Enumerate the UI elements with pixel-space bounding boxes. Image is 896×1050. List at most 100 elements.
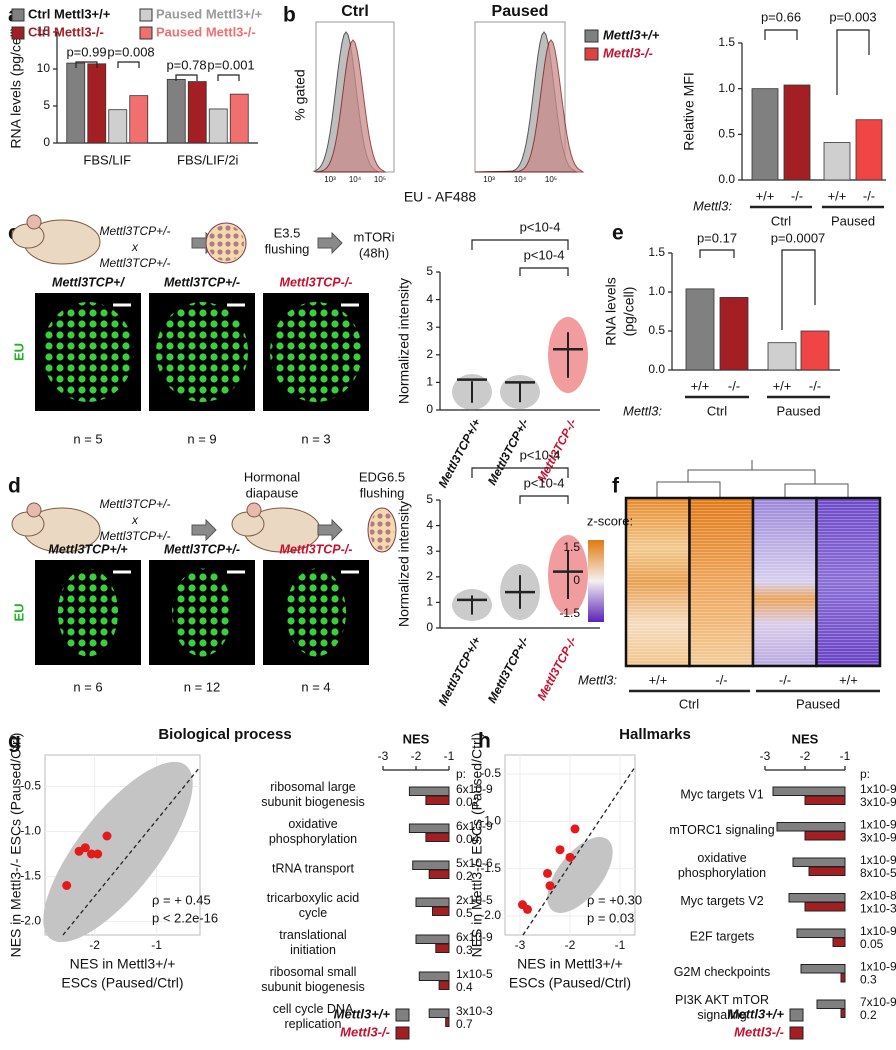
legend-swatch	[789, 1026, 804, 1040]
term-label: subunit biogenesis	[261, 795, 365, 809]
bracket	[471, 467, 569, 478]
x-tick-label: Mettl3TCP-/-	[534, 634, 579, 702]
x-tick-label: 10⁴	[514, 175, 527, 184]
group-label: Paused	[796, 696, 840, 711]
panel-label: h	[478, 730, 491, 753]
embryo-signal	[58, 568, 118, 657]
y-tick-label: -2.0	[480, 908, 501, 922]
axis-label: Mettl3:	[578, 672, 617, 687]
bar	[187, 81, 207, 144]
x-tick-label: Mettl3TCP+/+	[435, 634, 483, 708]
point	[62, 881, 72, 890]
bar	[808, 866, 846, 876]
legend-label: Mettl3+/+	[334, 1006, 391, 1021]
x-tick-label: 10³	[483, 175, 495, 184]
y-tick-label: -1.0	[20, 824, 41, 838]
point	[545, 881, 555, 891]
y-tick-label: -1.5	[20, 869, 41, 883]
embryo-signal	[156, 302, 248, 402]
p-value: 0.2	[860, 1008, 877, 1022]
image-label: Mettl3TCP+/-	[164, 275, 240, 289]
legend-swatch	[584, 29, 599, 43]
bar	[425, 795, 450, 805]
mouse-head	[11, 223, 45, 249]
p-value: 0.4	[456, 980, 473, 994]
x-tick-label: +/+	[773, 378, 792, 393]
legend-label: Paused Mettl3-/-	[156, 24, 256, 39]
group-label: Ctrl	[771, 213, 791, 228]
genotype-label: x	[131, 240, 139, 254]
image-label: Mettl3TCP+/+	[48, 542, 128, 556]
p-value: 0.7	[456, 1017, 473, 1031]
axis-title: NES	[403, 731, 430, 746]
x-tick-label: FBS/LIF	[83, 152, 131, 167]
y-tick-label: 0.0	[718, 172, 735, 186]
y-tick-label: 5	[426, 492, 433, 506]
annotation: p=0.003	[829, 9, 876, 24]
legend-swatch	[139, 8, 153, 22]
sample-size: n = 12	[184, 679, 221, 694]
bar	[804, 902, 846, 912]
term-label: oxidative	[288, 817, 337, 831]
p-header: p:	[860, 767, 870, 781]
histogram	[315, 39, 387, 173]
y-tick-label: -1.5	[480, 861, 501, 875]
p-value: 1x10-9	[860, 924, 896, 938]
arrow	[191, 518, 217, 542]
group-label: Paused	[831, 213, 875, 228]
x-tick-label: -2	[411, 749, 422, 763]
y-tick-label: 3	[426, 543, 433, 557]
bar	[855, 119, 883, 181]
point	[570, 824, 580, 834]
histogram-title: Paused	[492, 3, 549, 20]
y-tick-label: 1.5	[648, 245, 665, 259]
p-value: 2x10-5	[456, 893, 493, 907]
column-label: -/-	[779, 672, 791, 687]
bracket	[699, 249, 735, 258]
annotation: p=0.66	[761, 9, 801, 24]
scale-tick-label: 0	[573, 573, 580, 587]
y-tick-label: 0.5	[718, 127, 735, 141]
bar	[412, 860, 450, 870]
x-tick-label: Mettl3TCP+/+	[435, 416, 483, 490]
bar	[767, 342, 797, 371]
arrow	[317, 231, 343, 255]
stain-label: EU	[11, 603, 26, 621]
term-label: ribosomal small	[270, 965, 357, 979]
color-scale	[588, 540, 604, 622]
step-label: flushing	[360, 485, 405, 500]
bar	[772, 786, 846, 796]
bar	[208, 108, 228, 144]
scale-tick-label: -1.5	[559, 606, 580, 620]
bar	[418, 971, 450, 981]
sample-size: n = 3	[301, 431, 330, 446]
bar	[425, 832, 450, 842]
y-label: Normalized intensity	[396, 501, 412, 627]
x-tick-label: FBS/LIF/2i	[177, 152, 239, 167]
heatmap-texture	[751, 496, 818, 668]
bar	[840, 973, 846, 983]
bracket	[117, 61, 140, 68]
p-value: 1x10-9	[860, 853, 896, 867]
embryo-cells	[208, 225, 244, 261]
panel-label: f	[612, 475, 620, 498]
y-tick-label: 4	[426, 292, 433, 306]
term-label: G2M checkpoints	[674, 965, 771, 979]
y-tick-label: 4	[426, 518, 433, 532]
y-tick-label: -1.0	[480, 813, 501, 827]
bar	[428, 869, 450, 879]
term-label: cell cycle DNA	[273, 1002, 354, 1016]
histogram-title: Ctrl	[341, 3, 369, 20]
embryo-signal	[270, 302, 362, 402]
y-tick-label: 15	[37, 24, 51, 38]
sample-size: n = 9	[187, 431, 216, 446]
bar	[796, 928, 846, 938]
term-label: E2F targets	[690, 929, 755, 943]
bar	[229, 93, 249, 144]
annotation: p=0.001	[207, 57, 254, 72]
annotation: p<10-4	[524, 475, 565, 490]
diagonal	[522, 766, 636, 936]
y-label: RNA levels	[603, 277, 619, 345]
group-label: Ctrl	[707, 403, 727, 418]
legend-label: Mettl3-/-	[734, 1024, 784, 1039]
